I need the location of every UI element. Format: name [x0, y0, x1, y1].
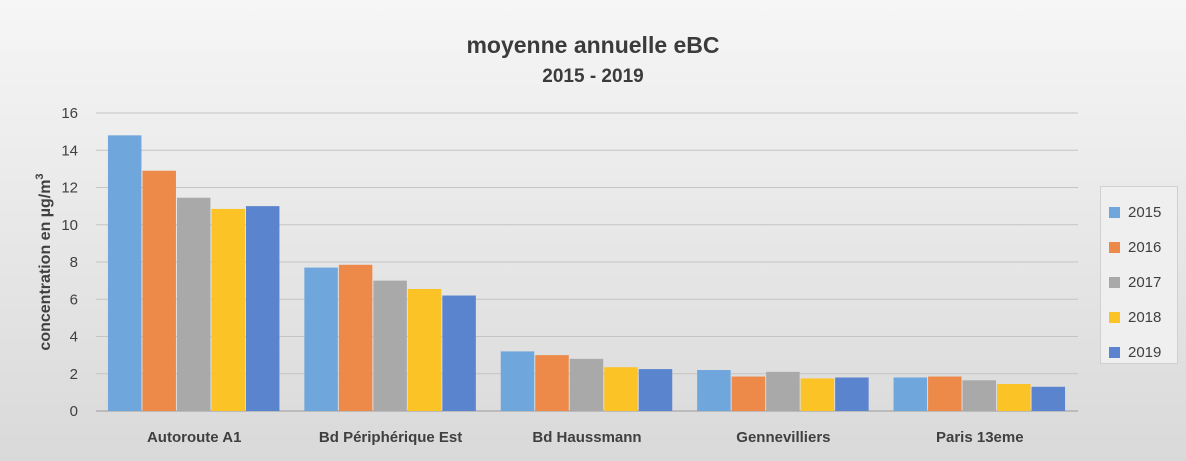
legend-label: 2017: [1128, 274, 1162, 291]
legend-item-2016: 2016: [1101, 230, 1177, 265]
bar-2016-0: [142, 170, 176, 411]
bar-2018-2: [604, 367, 638, 411]
bar-2016-4: [928, 376, 962, 411]
x-category-label: Autoroute A1: [147, 429, 241, 446]
bar-2019-3: [835, 377, 869, 411]
x-category-label: Bd Périphérique Est: [319, 429, 462, 446]
bar-2016-2: [535, 355, 569, 411]
y-tick-label: 16: [61, 105, 78, 122]
bar-2017-0: [176, 197, 211, 411]
legend-label: 2019: [1128, 344, 1162, 361]
bar-2019-1: [442, 295, 476, 411]
bar-2018-1: [407, 289, 442, 411]
bar-2017-2: [569, 358, 604, 411]
x-axis-categories: Autoroute A1 Bd Périphérique Est Bd Haussm…: [147, 429, 1024, 446]
bar-2017-3: [766, 371, 800, 411]
legend-swatch: [1109, 242, 1120, 253]
bar-2018-0: [211, 208, 245, 411]
legend-item-2015: 2015: [1101, 195, 1177, 230]
bar-2016-3: [731, 376, 766, 411]
legend-swatch: [1109, 347, 1120, 358]
legend-swatch: [1109, 277, 1120, 288]
legend-item-2017: 2017: [1101, 265, 1177, 300]
y-tick-label: 12: [61, 180, 78, 197]
legend-swatch: [1109, 312, 1120, 323]
y-tick-label: 0: [70, 403, 78, 420]
bar-2017-1: [373, 280, 407, 411]
x-category-label: Gennevilliers: [736, 429, 830, 446]
bar-2015-1: [304, 267, 338, 411]
bar-2019-4: [1031, 386, 1066, 411]
bar-2015-2: [500, 351, 535, 411]
y-axis-ticks: 0 2 4 6 8 10 12 14 16: [61, 105, 78, 420]
y-tick-label: 2: [70, 366, 78, 383]
bar-2016-1: [338, 264, 373, 411]
x-category-label: Bd Haussmann: [532, 429, 641, 446]
legend-label: 2015: [1128, 204, 1162, 221]
legend-item-2018: 2018: [1101, 300, 1177, 335]
y-axis-label-superscript: 3: [34, 173, 46, 179]
chart-title: moyenne annuelle eBC: [466, 32, 720, 58]
y-axis-label: concentration en µg/m3: [34, 173, 54, 350]
y-axis-label-main: concentration en µg/m: [37, 180, 54, 351]
chart-subtitle: 2015 - 2019: [542, 66, 644, 87]
legend: 2015 2016 2017 2018 2019: [1100, 186, 1178, 364]
legend-label: 2016: [1128, 239, 1162, 256]
legend-swatch: [1109, 207, 1120, 218]
y-tick-label: 4: [70, 329, 78, 346]
bar-2019-2: [638, 369, 673, 411]
bar-2018-4: [997, 383, 1031, 411]
legend-label: 2018: [1128, 309, 1162, 326]
bar-2015-0: [107, 135, 142, 411]
y-tick-label: 10: [61, 217, 78, 234]
bar-2017-4: [962, 380, 997, 411]
x-category-label: Paris 13eme: [936, 429, 1024, 446]
y-tick-label: 6: [70, 291, 78, 308]
bar-2019-0: [245, 206, 280, 411]
y-tick-label: 8: [70, 254, 78, 271]
legend-item-2019: 2019: [1101, 335, 1177, 370]
bar-2015-4: [893, 377, 928, 411]
bars: [107, 135, 1066, 411]
y-tick-label: 14: [61, 142, 78, 159]
bar-2015-3: [697, 370, 731, 411]
bar-2018-3: [800, 378, 835, 411]
